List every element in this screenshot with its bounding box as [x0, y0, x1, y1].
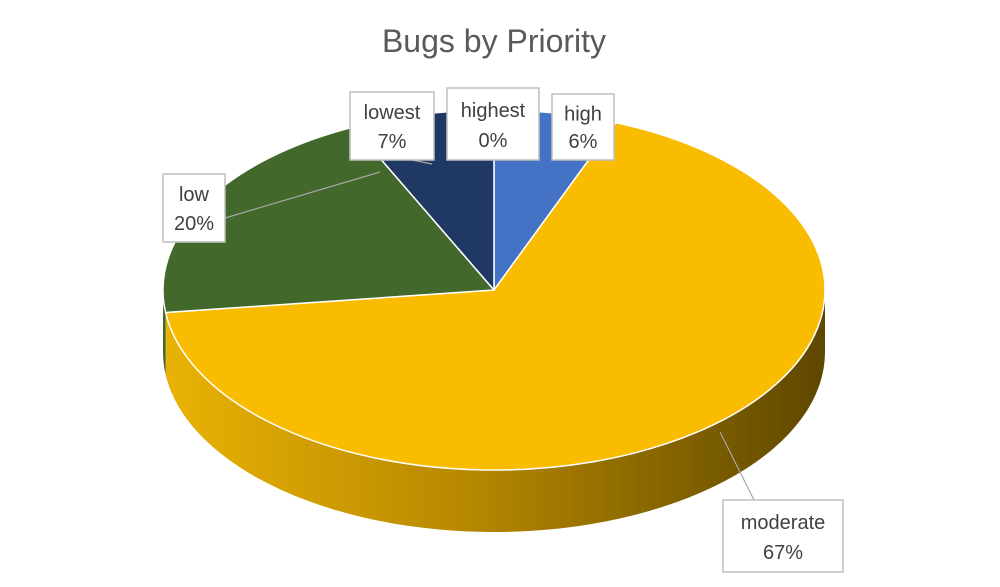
leader-line-moderate: [719, 431, 755, 501]
data-label-high: high 6%: [551, 93, 615, 161]
data-label-percent-highest: 0%: [479, 130, 508, 152]
data-label-box-low: [162, 173, 226, 243]
data-label-category-highest: highest: [461, 100, 526, 122]
data-label-category-moderate: moderate: [741, 512, 826, 534]
data-label-percent-low: 20%: [174, 213, 214, 235]
leader-line-low: [224, 171, 381, 219]
data-labels: high 6% moderate 67% low 20% lowest 7% highest 0%: [162, 87, 844, 573]
data-label-box-highest: [446, 87, 540, 161]
pie-slice-moderate: [164, 121, 826, 471]
data-label-moderate: moderate 67%: [722, 499, 844, 573]
data-label-category-high: high: [564, 103, 602, 125]
data-label-box-lowest: [349, 91, 435, 161]
pie-top-layer: [162, 109, 826, 471]
chart-title: Bugs by Priority: [382, 23, 606, 59]
data-label-low: low 20%: [162, 173, 226, 243]
data-label-category-lowest: lowest: [364, 102, 421, 124]
data-label-lowest: lowest 7%: [349, 91, 435, 161]
data-label-box-moderate: [722, 499, 844, 573]
data-label-percent-moderate: 67%: [763, 542, 803, 564]
data-label-category-low: low: [179, 184, 210, 206]
data-label-percent-high: 6%: [569, 131, 598, 153]
data-label-percent-lowest: 7%: [378, 131, 407, 153]
data-label-box-high: [551, 93, 615, 161]
pie-side-moderate: [165, 290, 825, 533]
data-label-highest: highest 0%: [446, 87, 540, 161]
